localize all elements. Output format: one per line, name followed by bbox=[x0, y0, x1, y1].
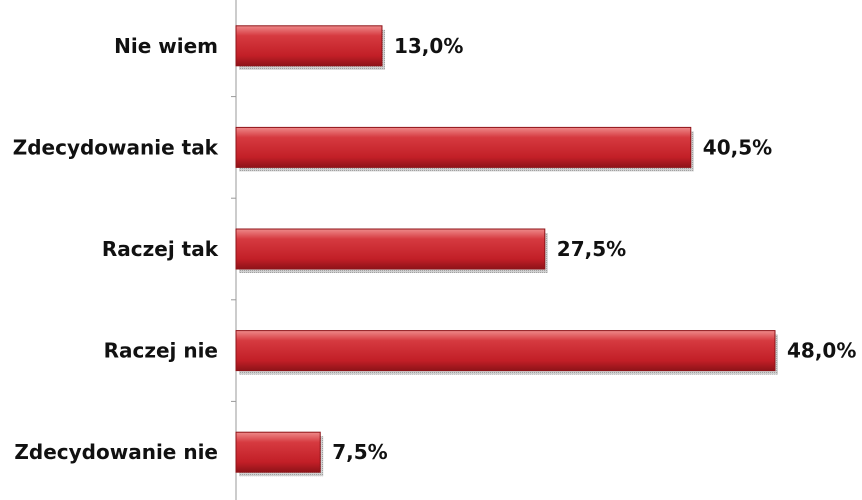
bar bbox=[235, 330, 776, 372]
bar bbox=[235, 126, 692, 168]
category-label: Raczej nie bbox=[104, 339, 218, 363]
category-label: Zdecydowanie nie bbox=[14, 440, 218, 464]
value-label: 48,0% bbox=[787, 339, 856, 363]
bar bbox=[235, 228, 546, 270]
bar bbox=[235, 431, 321, 473]
bar bbox=[235, 25, 383, 67]
value-label: 13,0% bbox=[394, 34, 463, 58]
value-label: 7,5% bbox=[332, 440, 387, 464]
value-label: 40,5% bbox=[703, 135, 772, 159]
category-label: Zdecydowanie tak bbox=[13, 135, 219, 159]
category-label: Nie wiem bbox=[114, 34, 218, 58]
value-label: 27,5% bbox=[557, 237, 626, 261]
category-label: Raczej tak bbox=[102, 237, 219, 261]
